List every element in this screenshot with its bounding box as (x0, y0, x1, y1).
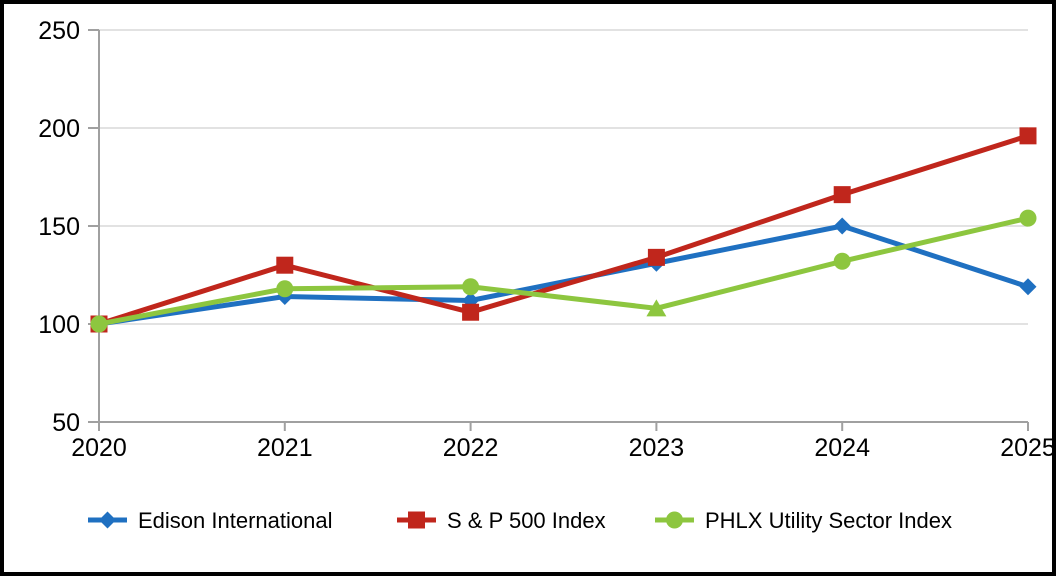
marker-phlx-utility-sector-index-2024 (833, 252, 851, 270)
gridlines-group (99, 29, 1028, 325)
legend-item-phlx-utility-sector-index: PHLX Utility Sector Index (655, 508, 952, 533)
marker-s-p-500-index-2022 (462, 303, 480, 321)
legend-label-phlx-utility-sector-index: PHLX Utility Sector Index (705, 508, 952, 533)
legend-item-edison-international: Edison International (88, 508, 332, 533)
legend-circle-icon (666, 511, 683, 529)
legend-square-icon (408, 511, 425, 529)
x-axis-label: 2021 (257, 434, 313, 462)
y-axis-label: 150 (38, 213, 80, 241)
y-axis-label: 50 (52, 409, 80, 437)
legend-label-edison-international: Edison International (138, 508, 332, 533)
series-group (90, 127, 1037, 333)
axes-group (88, 29, 1029, 431)
y-axis-label: 200 (38, 115, 80, 143)
series-phlx-utility-sector-index (90, 209, 1037, 333)
series-edison-international (90, 217, 1037, 333)
marker-s-p-500-index-2025 (1019, 127, 1037, 145)
marker-edison-international-2025 (1019, 278, 1037, 296)
legend-item-s-p-500-index: S & P 500 Index (397, 508, 606, 533)
marker-edison-international-2024 (833, 217, 851, 235)
y-axis-label: 100 (38, 311, 80, 339)
marker-phlx-utility-sector-index-2021 (276, 280, 294, 298)
series-line-s-p-500-index (98, 133, 1029, 327)
marker-phlx-utility-sector-index-2025 (1019, 209, 1037, 227)
legend-diamond-icon (99, 511, 116, 529)
y-axis-label: 250 (38, 17, 80, 45)
series-line-phlx-utility-sector-index (98, 215, 1029, 327)
legend-label-s-p-500-index: S & P 500 Index (447, 508, 606, 533)
marker-phlx-utility-sector-index-2020 (90, 315, 108, 333)
x-axis-label: 2020 (71, 434, 127, 462)
series-line-edison-international (98, 223, 1029, 327)
x-axis-label: 2025 (1000, 434, 1052, 462)
x-axis-label: 2022 (443, 434, 499, 462)
legend-group: Edison International S & P 500 Index PHLX … (88, 508, 952, 533)
marker-phlx-utility-sector-index-2022 (462, 278, 480, 296)
marker-s-p-500-index-2021 (276, 256, 294, 274)
x-axis-label: 2024 (814, 434, 870, 462)
marker-s-p-500-index-2024 (833, 186, 851, 204)
marker-phlx-utility-sector-index-2023 (646, 299, 667, 317)
series-s-p-500-index (90, 127, 1037, 333)
x-axis-label: 2023 (629, 434, 685, 462)
marker-s-p-500-index-2023 (647, 248, 665, 266)
